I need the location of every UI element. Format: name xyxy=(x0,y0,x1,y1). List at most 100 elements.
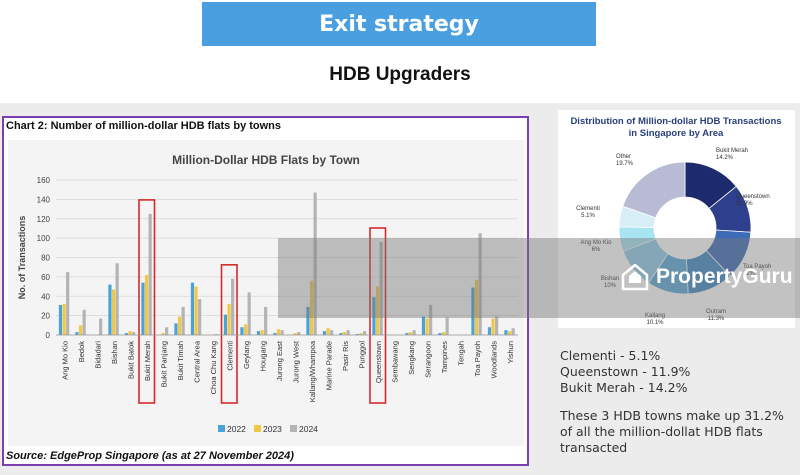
x-tick-label: Sembawang xyxy=(390,341,399,383)
donut-title-line2: in Singapore by Area xyxy=(629,128,724,139)
legend-swatch xyxy=(254,425,261,432)
bar-2024 xyxy=(247,292,251,335)
y-tick-label: 140 xyxy=(37,195,51,204)
bar-2024 xyxy=(478,233,482,335)
donut-slice-label: Bukit Merah 14.2% xyxy=(716,148,748,161)
donut-slice-label: Other 19.7% xyxy=(616,154,634,167)
legend-swatch xyxy=(290,425,297,432)
bar-2023 xyxy=(293,333,297,335)
donut-slice-label: Bishan 10% xyxy=(601,276,619,289)
bar-2024 xyxy=(148,213,152,335)
donut-slice-label: Toa Payoh 12% xyxy=(743,264,771,277)
stat-clementi: Clementi - 5.1% xyxy=(560,348,661,363)
x-tick-label: Bukit Merah xyxy=(143,341,152,381)
y-tick-label: 160 xyxy=(37,176,51,185)
x-tick-label: Serangoon xyxy=(423,341,432,378)
x-tick-label: Toa Payoh xyxy=(473,341,482,376)
x-tick-label: Jurong West xyxy=(291,340,300,383)
bar-2024 xyxy=(445,317,449,335)
stat-queenstown: Queenstown - 11.9% xyxy=(560,364,691,379)
bar-2022 xyxy=(223,314,228,335)
x-tick-label: Queenstown xyxy=(374,341,383,383)
bar-2022 xyxy=(273,333,277,335)
legend-label: 2023 xyxy=(263,424,282,434)
bar-2023 xyxy=(507,331,512,335)
bar-2023 xyxy=(276,329,281,335)
bar-2022 xyxy=(487,327,492,335)
y-tick-label: 60 xyxy=(41,273,50,282)
legend-label: 2024 xyxy=(299,424,318,434)
bar-2024 xyxy=(115,263,119,335)
y-tick-label: 40 xyxy=(41,292,50,301)
donut-slice-label: Clementi 5.1% xyxy=(576,206,600,219)
x-tick-label: Bukit Batok xyxy=(126,341,135,379)
x-tick-label: Choa Chu Kang xyxy=(209,341,218,394)
donut-slice-label: Outram 11.3% xyxy=(706,309,726,322)
y-tick-label: 120 xyxy=(37,215,51,224)
x-tick-label: Tampines xyxy=(440,341,449,373)
bar-2024 xyxy=(66,272,70,335)
x-tick-label: Bukit Panjang xyxy=(159,341,168,387)
watermark-text: PropertyGuru xyxy=(656,265,793,288)
bar-2024 xyxy=(198,299,202,335)
x-tick-label: Geylang xyxy=(242,341,251,369)
bar-2023 xyxy=(62,304,66,335)
chart-title: Million-Dollar HDB Flats by Town xyxy=(172,153,360,167)
donut-chart: Distribution of Million-dollar HDB Trans… xyxy=(570,116,781,326)
x-tick-label: Central Area xyxy=(192,340,201,383)
x-tick-label: Bidadari xyxy=(93,341,102,369)
donut-chart-panel: Distribution of Million-dollar HDB Trans… xyxy=(558,110,795,328)
x-tick-label: Sengkang xyxy=(407,341,416,375)
bar-2023 xyxy=(78,325,83,335)
bar-2022 xyxy=(339,333,343,335)
house-logo-icon xyxy=(621,263,649,291)
bar-2023 xyxy=(425,318,429,335)
bar-2024 xyxy=(495,316,499,335)
x-tick-label: Bukit Timah xyxy=(176,341,185,380)
bar-2022 xyxy=(355,334,360,335)
bar-2022 xyxy=(504,330,508,335)
bar-2024 xyxy=(363,331,367,335)
watermark: PropertyGuru xyxy=(620,262,793,292)
bar-2024 xyxy=(346,330,350,335)
bar-2023 xyxy=(408,332,413,335)
y-axis-label: No. of Transactions xyxy=(17,216,27,300)
y-tick-label: 20 xyxy=(41,312,50,321)
bar-2022 xyxy=(75,332,79,335)
bar-2022 xyxy=(471,287,475,335)
donut-slice xyxy=(622,161,686,219)
donut-slice-label: Kallang 10.1% xyxy=(645,313,665,326)
bar-2024 xyxy=(264,306,268,335)
bar-2024 xyxy=(132,332,136,335)
bar-2022 xyxy=(322,331,327,335)
bar-2023 xyxy=(128,331,132,335)
legend-swatch xyxy=(218,425,225,432)
section-subtitle: HDB Upgraders xyxy=(329,64,471,85)
y-tick-label: 80 xyxy=(41,254,50,263)
bar-2023 xyxy=(227,304,231,335)
bar-2023 xyxy=(144,274,149,335)
bar-2022 xyxy=(174,323,178,335)
bar-2022 xyxy=(108,284,112,335)
x-tick-label: Kallang/Whampoa xyxy=(308,340,317,402)
bar-2022 xyxy=(438,333,442,335)
bar-2024 xyxy=(181,306,185,335)
bar-2023 xyxy=(111,289,116,335)
x-tick-label: Marine Parade xyxy=(324,341,333,390)
bar-2024 xyxy=(231,278,235,335)
bar-2023 xyxy=(441,332,446,335)
highlight-box xyxy=(369,227,387,404)
x-tick-label: Bishan xyxy=(110,341,119,364)
highlight-box xyxy=(220,264,238,404)
title-banner: Exit strategy xyxy=(202,2,596,46)
x-tick-label: Jurong East xyxy=(275,340,284,381)
bar-2022 xyxy=(141,282,145,335)
x-tick-label: Yishun xyxy=(506,341,515,364)
bar-2022 xyxy=(372,297,376,335)
bar-2023 xyxy=(243,324,248,335)
donut-title-line1: Distribution of Million-dollar HDB Trans… xyxy=(570,116,781,127)
bar-2023 xyxy=(161,333,165,335)
bar-2024 xyxy=(99,318,103,335)
bar-2022 xyxy=(421,316,426,335)
bar-2024 xyxy=(280,330,284,335)
